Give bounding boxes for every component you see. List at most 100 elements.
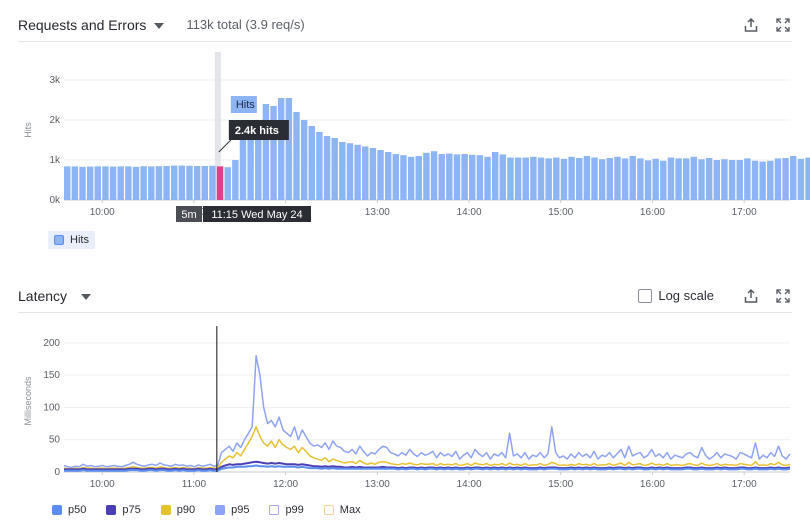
requests-panel-title[interactable]: Requests and Errors [18,16,165,33]
hits-bar [255,120,262,200]
hits-bar [522,157,529,200]
log-scale-label: Log scale [658,288,714,303]
legend-swatch-hits [54,235,64,245]
legend-item-p95[interactable]: p95 [215,504,249,516]
hits-tooltip: Hits 2.4k hits 5m 11:15 Wed May 24 [176,96,311,222]
hits-bar [713,160,721,200]
hits-bar [805,157,810,200]
legend-item-hits[interactable]: Hits [48,231,95,249]
hits-bar [178,165,186,200]
hits-bar [316,132,323,200]
hits-bar [721,159,728,200]
legend-label-p50: p50 [68,504,87,516]
latency-xtick-label: 15:00 [548,479,573,490]
latency-line-p75 [64,460,791,471]
caret-down-icon[interactable] [81,293,92,300]
hits-bar [86,166,94,200]
legend-label-p99: p99 [285,504,304,516]
latency-ytick-label: 50 [49,435,61,446]
export-icon[interactable] [742,16,760,34]
hits-bar [346,143,354,200]
hits-bar [606,158,614,200]
hits-bar [193,166,201,200]
legend-item-max[interactable]: Max [323,504,361,516]
latency-ytick-label: 100 [43,402,60,413]
hits-bar [163,166,170,200]
hits-xtick-label: 16:00 [640,207,665,218]
expand-icon[interactable] [774,287,792,305]
hits-bar [514,157,522,200]
hits-bar [300,120,308,200]
hits-xtick-label: 14:00 [457,207,482,218]
hits-bar [790,156,797,200]
latency-line-p95 [63,355,791,469]
hits-bar [491,152,499,200]
hits-bar [446,153,453,200]
hits-bar [224,167,231,200]
latency-ylabel: Milliseconds [23,376,33,426]
legend-label-max: Max [339,504,361,516]
checkbox-icon[interactable] [638,288,653,303]
legend-label-p95: p95 [231,504,250,516]
hits-bar [239,132,247,200]
hits-bar [201,166,208,200]
hits-bar [109,166,117,200]
latency-xtick-label: 13:00 [365,479,390,490]
hits-ytick-label: 0k [49,195,61,206]
hits-bar [377,150,384,200]
hits-bar [560,158,568,200]
hits-bar [591,157,598,200]
legend-item-p99[interactable]: p99 [269,504,304,516]
legend-item-p90[interactable]: p90 [160,504,195,516]
hits-bar [247,126,254,200]
hits-bar [774,158,782,200]
hits-bar [94,166,102,200]
legend-item-p75[interactable]: p75 [106,504,141,516]
tooltip-series-label: Hits [236,99,255,111]
latency-ytick-label: 200 [43,338,60,349]
hits-bar [117,166,124,200]
hits-bar [614,156,621,200]
hits-bar [530,156,537,200]
expand-icon[interactable] [774,16,792,34]
hits-bar [683,158,690,200]
latency-title-text: Latency [18,287,68,304]
latency-xtick-label: 10:00 [90,479,115,490]
hits-bar [384,152,392,200]
hits-bar [537,157,545,200]
requests-title-text: Requests and Errors [18,16,147,33]
hits-bar [545,158,552,200]
hits-bar [293,112,300,200]
caret-down-icon[interactable] [154,22,165,29]
hits-bar [453,154,461,200]
hits-xtick-label: 17:00 [732,207,757,218]
hits-bar [598,159,606,200]
export-icon[interactable] [742,287,760,305]
hits-bar [270,106,277,200]
legend-label-p75: p75 [122,504,141,516]
latency-chart[interactable]: 0 50 100 150 200 Milliseconds 10:00 11:00 12:00 1… [0,322,810,494]
legend-label-hits: Hits [70,234,89,246]
hits-bar [751,160,759,200]
hits-chart[interactable]: 0k1k2k3kHits10:0011:0012:0013:0014:0015:… [0,52,810,230]
latency-panel-title[interactable]: Latency [18,287,92,304]
hits-bar [186,165,193,200]
log-scale-toggle[interactable]: Log scale [638,288,714,303]
hits-bar [369,148,377,200]
tooltip-series-chip [230,96,257,113]
legend-swatch-p50 [52,505,62,515]
requests-total-subtitle: 113k total (3.9 req/s) [186,17,305,32]
hits-bar [155,166,163,200]
tooltip-pointer-line [218,139,232,153]
hits-bar [216,166,224,200]
latency-panel-header: Latency Log scale [18,279,792,313]
legend-swatch-p95 [215,505,226,515]
latency-xtick-label: 14:00 [457,479,482,490]
hits-bar [354,144,361,200]
hits-cursor-column [214,52,221,200]
hits-bar [71,166,79,200]
hits-bar [323,136,331,200]
hits-xtick-label: 10:00 [90,207,115,218]
tooltip-value-box [228,120,289,140]
legend-item-p50[interactable]: p50 [52,504,86,516]
